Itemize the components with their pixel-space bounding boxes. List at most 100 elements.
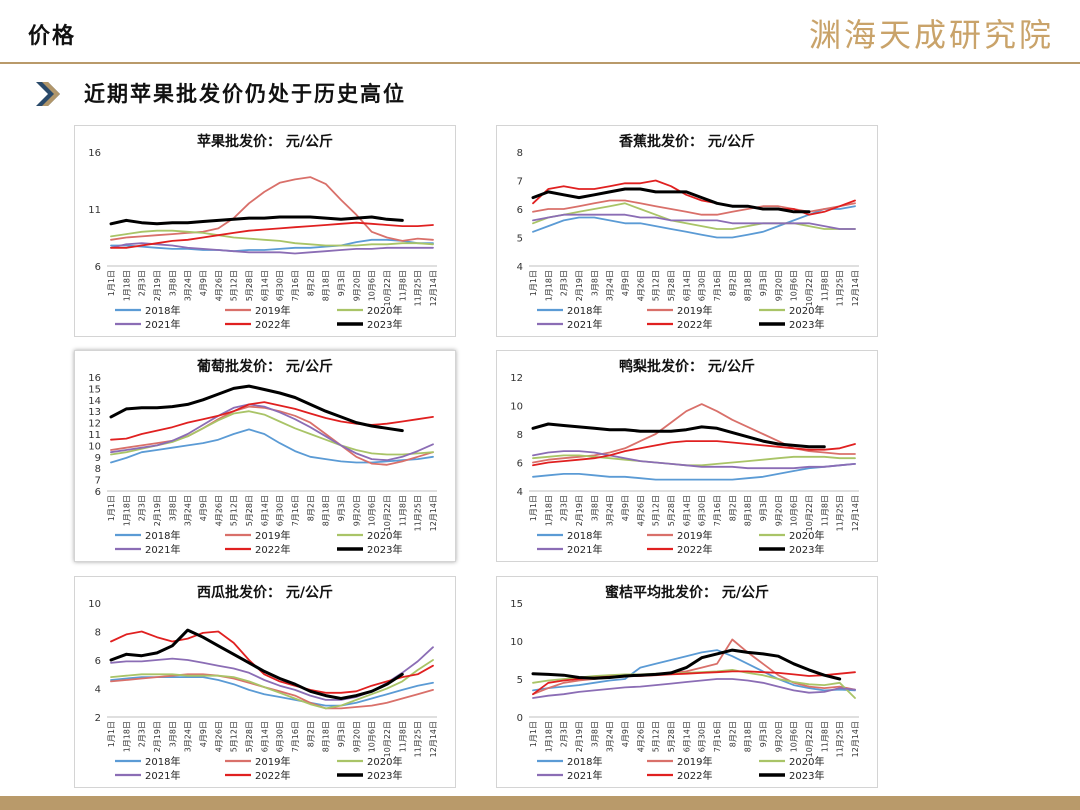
y-tick-label: 9 [95,453,101,464]
y-tick-label: 15 [510,599,523,610]
x-tick-label: 8月18日 [322,270,331,301]
series-line-s2018 [532,649,856,692]
chart-svg: 香蕉批发价： 元/公斤 4 5 6 7 8 1月1日 1月18日 2月3日 2月19日 3月8日 3月… [517,133,860,331]
series-line-s2021 [532,450,856,470]
legend-label: 2018年 [145,304,180,317]
x-tick-label: 10月22日 [383,495,392,531]
y-tick-label: 2 [95,713,101,724]
legend-label: 2023年 [367,769,402,782]
legend-label: 2023年 [789,769,824,782]
chevron-right-icon [36,82,60,106]
legend-label: 2021年 [567,318,602,331]
legend-label: 2022年 [255,769,290,782]
chart-pear: 鸭梨批发价： 元/公斤 4 6 8 10 12 1月1日 1月18日 2月3日 2月19日 3月8日… [496,350,878,562]
legend-label: 2022年 [255,543,290,556]
y-tick-label: 16 [88,373,101,384]
x-tick-label: 11月25日 [414,495,423,531]
x-tick-label: 3月24日 [184,270,193,301]
x-tick-label: 6月14日 [682,495,691,526]
x-tick-label: 3月8日 [168,270,177,296]
legend-label: 2018年 [567,529,602,542]
chart-title: 西瓜批发价： 元/公斤 [197,584,333,601]
x-tick-label: 9月3日 [337,270,346,296]
y-tick-label: 15 [88,384,101,395]
x-tick-label: 1月1日 [529,270,538,296]
y-tick-label: 8 [517,430,523,441]
chart-grape: 葡萄批发价： 元/公斤 6 7 8 9 10 11 12 13 14 15 16 1月1日 1月18日 2月… [74,350,456,562]
x-tick-label: 6月30日 [276,495,285,526]
x-tick-label: 10月6日 [368,721,377,752]
x-tick-label: 6月30日 [276,721,285,752]
x-tick-label: 5月28日 [245,495,254,526]
y-tick-label: 14 [88,396,101,407]
x-tick-label: 5月12日 [652,270,661,301]
x-tick-label: 6月30日 [698,721,707,752]
x-tick-label: 8月18日 [322,495,331,526]
x-tick-label: 9月3日 [759,270,768,296]
x-tick-label: 5月28日 [245,270,254,301]
x-tick-label: 10月22日 [383,721,392,757]
x-tick-label: 1月1日 [107,270,116,296]
legend-label: 2018年 [567,755,602,768]
y-tick-label: 13 [88,407,101,418]
y-tick-label: 4 [517,487,523,498]
legend-label: 2018年 [567,304,602,317]
x-tick-label: 3月8日 [168,721,177,747]
x-tick-label: 3月8日 [590,270,599,296]
y-tick-label: 8 [517,148,523,159]
series-line-s2022 [110,401,434,441]
series-line-s2018 [532,205,856,239]
series-line-s2022 [532,440,856,467]
x-tick-label: 6月30日 [276,270,285,301]
chart-svg: 西瓜批发价： 元/公斤 2 4 6 8 10 1月1日 1月18日 2月3日 2月19日 3月8日 3… [88,584,438,782]
y-tick-label: 10 [510,402,523,413]
x-tick-label: 12月14日 [851,721,860,757]
series-line-s2023 [531,422,826,449]
series-line-s2021 [532,213,856,230]
chart-title: 苹果批发价： 元/公斤 [197,133,333,150]
x-tick-label: 1月1日 [529,495,538,521]
x-tick-label: 5月28日 [667,270,676,301]
x-tick-label: 5月12日 [230,270,239,301]
x-tick-label: 2月19日 [153,495,162,526]
x-tick-label: 8月2日 [728,495,737,521]
x-tick-label: 1月1日 [107,495,116,521]
y-tick-label: 6 [95,487,101,498]
y-tick-label: 6 [517,205,523,216]
x-tick-label: 9月20日 [352,270,361,301]
footer-bar [0,796,1080,810]
x-tick-label: 10月6日 [790,270,799,301]
y-tick-label: 12 [88,419,101,430]
x-tick-label: 11月25日 [836,721,845,757]
y-tick-label: 6 [95,656,101,667]
y-tick-label: 12 [510,373,523,384]
series-line-s2022 [110,630,434,694]
x-tick-label: 10月22日 [805,270,814,306]
series-line-s2023 [109,384,404,433]
chart-watermelon: 西瓜批发价： 元/公斤 2 4 6 8 10 1月1日 1月18日 2月3日 2月19日 3月8日 3… [74,576,456,788]
legend-label: 2020年 [789,529,824,542]
x-tick-label: 4月26日 [636,270,645,301]
x-tick-label: 9月3日 [337,495,346,521]
x-tick-label: 10月22日 [383,270,392,306]
legend-label: 2023年 [367,318,402,331]
x-tick-label: 4月9日 [199,721,208,747]
x-tick-label: 6月30日 [698,495,707,526]
legend-label: 2019年 [677,529,712,542]
y-tick-label: 6 [95,262,101,273]
chart-title: 香蕉批发价： 元/公斤 [618,133,755,150]
x-tick-label: 10月6日 [368,495,377,526]
x-tick-label: 3月8日 [168,495,177,521]
x-tick-label: 7月16日 [291,270,300,301]
x-tick-label: 9月20日 [774,270,783,301]
x-tick-label: 11月25日 [414,721,423,757]
y-tick-label: 4 [517,262,523,273]
legend-label: 2022年 [677,769,712,782]
x-tick-label: 10月22日 [805,495,814,531]
x-tick-label: 2月3日 [138,495,147,521]
y-tick-label: 8 [95,464,101,475]
chart-title: 蜜桔平均批发价： 元/公斤 [605,584,769,601]
x-tick-label: 4月26日 [214,721,223,752]
x-tick-label: 8月2日 [306,495,315,521]
legend-label: 2019年 [255,529,290,542]
